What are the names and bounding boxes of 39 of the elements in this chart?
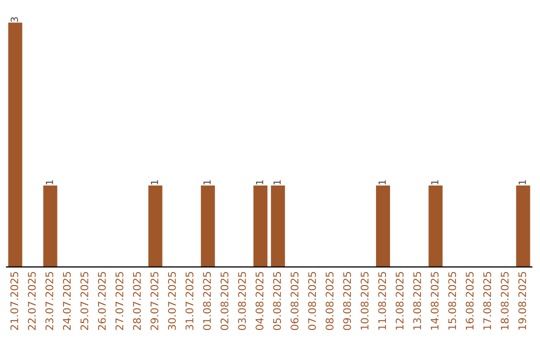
data-label: 1 [256, 180, 264, 184]
x-tick-label: 25.07.2025 [80, 272, 88, 330]
x-tick-label: 07.08.2025 [308, 272, 316, 330]
x-tick-label: 29.07.2025 [150, 272, 158, 330]
x-tick-label: 28.07.2025 [132, 272, 141, 330]
x-tick-label: 13.08.2025 [413, 272, 422, 330]
data-label: 1 [274, 180, 281, 184]
x-tick-label: 08.08.2025 [326, 272, 334, 330]
x-tick-label: 31.07.2025 [186, 272, 194, 330]
x-tick-label: 30.07.2025 [168, 272, 176, 330]
data-label: 1 [431, 180, 438, 184]
x-tick-label: 22.07.2025 [28, 272, 36, 330]
x-tick-label: 19.08.2025 [518, 272, 526, 330]
x-tick-label: 14.08.2025 [430, 272, 439, 330]
x-tick-label: 23.07.2025 [45, 272, 54, 330]
x-tick-label: 06.08.2025 [290, 272, 298, 330]
x-tick-label: 15.08.2025 [448, 272, 456, 330]
x-tick-label: 02.08.2025 [220, 272, 228, 330]
x-tick-label: 10.08.2025 [360, 272, 369, 330]
x-tick-label: 01.08.2025 [203, 272, 211, 330]
x-tick-label: 27.07.2025 [115, 272, 124, 330]
x-tick-label: 12.08.2025 [396, 272, 404, 330]
x-tick-label: 09.08.2025 [343, 272, 352, 330]
x-tick-label: 26.07.2025 [98, 272, 106, 330]
x-tick-label: 18.08.2025 [500, 272, 509, 330]
x-tick-label: 03.08.2025 [238, 272, 246, 330]
x-tick-label: 21.07.2025 [10, 272, 18, 330]
x-tick-label: 24.07.2025 [62, 272, 71, 330]
data-label: 1 [203, 180, 211, 184]
x-tick-label: 04.08.2025 [256, 272, 264, 330]
x-tick-label: 11.08.2025 [378, 272, 386, 330]
data-label: 1 [378, 180, 386, 184]
data-label: 3 [10, 17, 18, 22]
data-label: 1 [150, 180, 158, 184]
x-tick-label: 17.08.2025 [483, 272, 492, 330]
data-label: 1 [518, 180, 526, 184]
data-label: 1 [46, 180, 53, 184]
x-tick-label: 05.08.2025 [273, 272, 281, 330]
x-tick-label: 16.08.2025 [466, 272, 474, 330]
